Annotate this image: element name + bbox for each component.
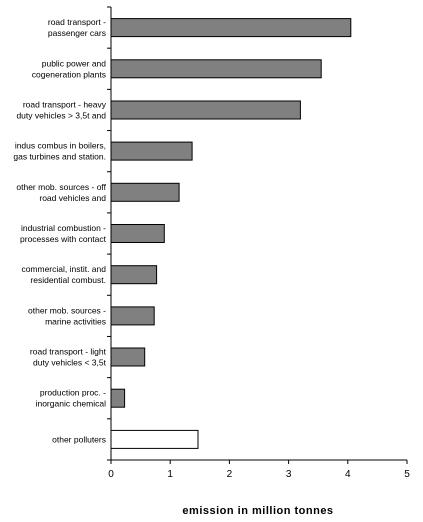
bar-3 (110, 141, 193, 161)
bar-5 (110, 224, 165, 243)
category-label-0: road transport -passenger cars (48, 17, 106, 38)
bar-1 (110, 59, 322, 79)
category-label-3: indus combus in boilers, gas turbines and… (13, 141, 106, 162)
category-label-2: road transport - heavy duty vehicles > 3,… (16, 100, 106, 121)
axes: 0 1 2 3 4 5 (107, 6, 410, 480)
bar-4 (110, 182, 180, 202)
category-label-8: road transport - light duty vehicles < 3,… (30, 347, 107, 368)
category-label-4: other mob. sources - off road vehicles an… (16, 182, 106, 203)
x-tick-label-1: 1 (167, 469, 173, 480)
bar-8 (110, 347, 146, 367)
x-axis-title: emission in million tonnes (182, 505, 333, 517)
category-labels: road transport -passenger cars public pow… (13, 17, 106, 444)
bar-10 (110, 429, 199, 449)
bar-0 (110, 18, 352, 38)
x-tick-label-2: 2 (227, 469, 233, 480)
bars (110, 18, 352, 449)
x-tick-label-4: 4 (345, 469, 351, 480)
x-tick-label-3: 3 (286, 469, 292, 480)
x-tick-label-0: 0 (108, 469, 114, 480)
category-label-10: other polluters (52, 434, 106, 444)
category-label-7: other mob. sources -marine activities (28, 305, 106, 326)
bar-6 (110, 265, 158, 285)
bar-9 (110, 388, 126, 408)
x-tick-label-5: 5 (404, 469, 410, 480)
category-label-1: public power and cogeneration plants (32, 58, 106, 79)
category-label-9: production proc. -inorganic chemical (36, 388, 107, 409)
category-label-5: industrial combustion -processes with co… (20, 223, 107, 244)
bar-2 (110, 100, 301, 120)
category-label-6: commercial, instit. and residential combu… (21, 264, 106, 285)
bar-7 (110, 306, 155, 326)
